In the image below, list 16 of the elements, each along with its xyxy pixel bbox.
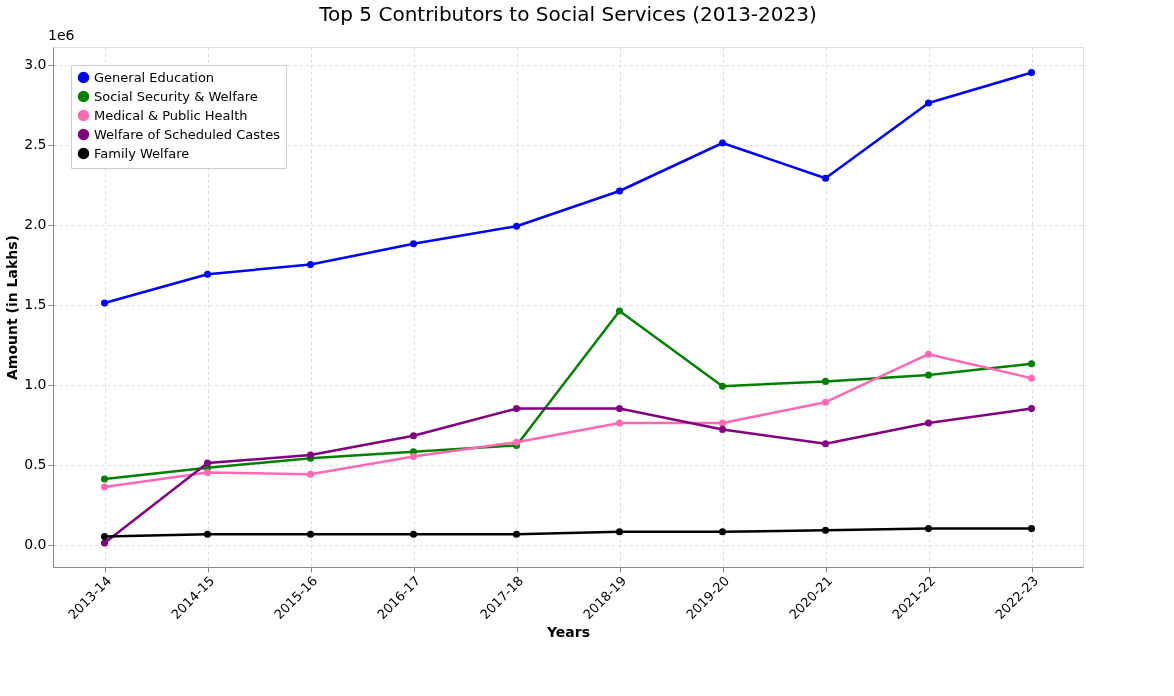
legend-label: General Education	[94, 69, 215, 85]
y-tick-label: 0.0	[24, 536, 47, 553]
legend-label: Welfare of Scheduled Castes	[94, 126, 281, 142]
x-axis-title: Years	[545, 624, 591, 641]
y-axis-title: Amount (in Lakhs)	[4, 235, 21, 380]
chart-title: Top 5 Contributors to Social Services (2013-2023)	[318, 2, 817, 26]
y-tick-label: 3.0	[24, 56, 47, 73]
y-tick-label: 1.0	[24, 376, 47, 393]
y-tick-label: 0.5	[24, 456, 47, 473]
legend-label: Medical & Public Health	[94, 107, 248, 123]
legend-label: Social Security & Welfare	[94, 88, 258, 104]
y-tick-label: 2.0	[24, 216, 47, 233]
y-tick-label: 1.5	[24, 296, 47, 313]
y-tick-label: 2.5	[24, 136, 47, 153]
legend-label: Family Welfare	[94, 145, 190, 161]
text: 1e6	[48, 27, 75, 43]
